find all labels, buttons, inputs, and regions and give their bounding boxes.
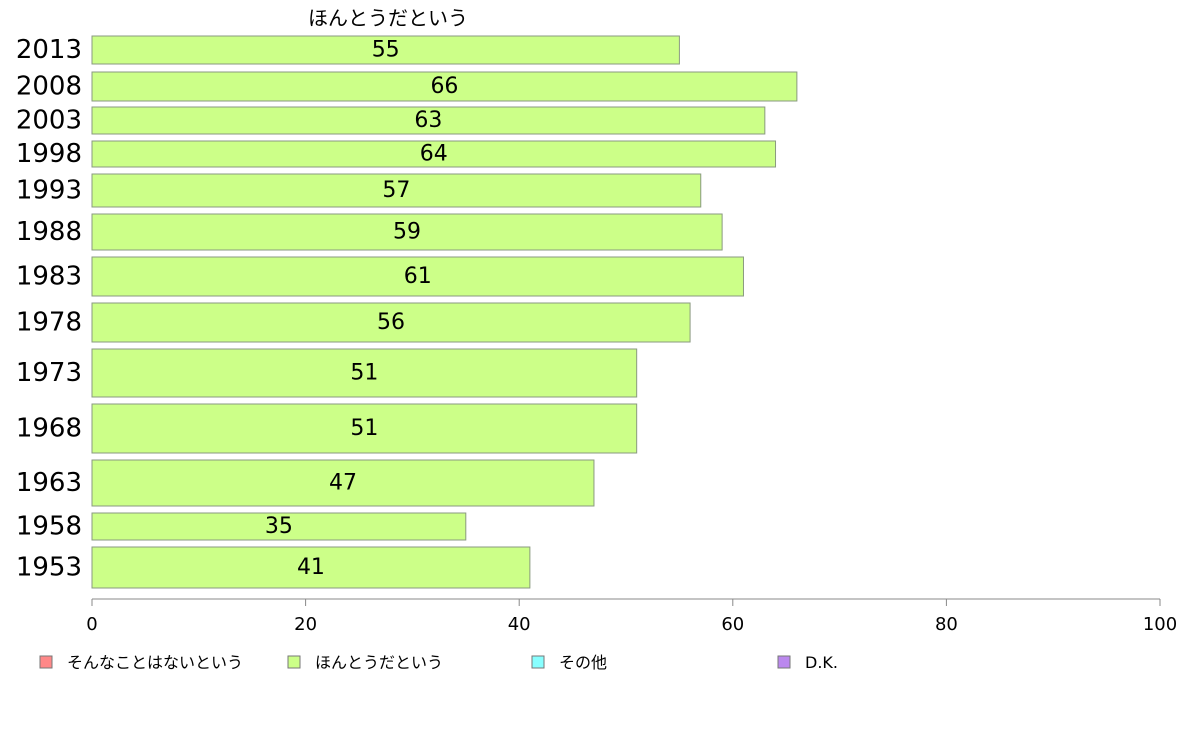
legend: そんなことはないという ほんとうだという その他 D.K. — [39, 653, 838, 672]
y-label-1958: 1958 — [16, 512, 82, 542]
data-label-1993: 57 — [382, 178, 410, 203]
y-label-1993: 1993 — [16, 176, 82, 206]
bar-1958 — [91, 512, 467, 541]
y-label-1983: 1983 — [16, 262, 82, 292]
y-label-2008: 2008 — [16, 72, 82, 102]
bar-1988 — [91, 213, 723, 251]
legend-swatch-0 — [39, 655, 53, 669]
x-tick-label-20: 20 — [294, 614, 317, 635]
bar-1963 — [91, 459, 595, 507]
data-label-2008: 66 — [430, 74, 458, 99]
bar-1998 — [91, 140, 777, 168]
legend-label-2: その他 — [559, 653, 607, 672]
data-label-2003: 63 — [414, 108, 442, 133]
x-tick-label-40: 40 — [508, 614, 531, 635]
legend-label-1: ほんとうだという — [315, 653, 443, 672]
bar-1983 — [91, 256, 744, 297]
data-label-1978: 56 — [377, 310, 405, 335]
bar-1973 — [91, 348, 638, 398]
y-label-1998: 1998 — [16, 139, 82, 169]
bar-2003 — [91, 106, 766, 135]
data-label-1983: 61 — [404, 264, 432, 289]
y-label-2013: 2013 — [16, 35, 82, 65]
legend-label-3: D.K. — [805, 653, 838, 672]
bar-1978 — [91, 302, 691, 343]
y-label-1968: 1968 — [16, 414, 82, 444]
legend-label-0: そんなことはないという — [67, 653, 243, 672]
bars-group — [91, 35, 798, 589]
x-tick-label-100: 100 — [1143, 614, 1177, 635]
y-label-2003: 2003 — [16, 106, 82, 136]
bar-2008 — [91, 71, 798, 102]
data-label-1963: 47 — [329, 471, 357, 496]
x-axis: 0 20 40 60 80 100 — [86, 598, 1177, 635]
bar-2013 — [91, 35, 680, 65]
data-label-1973: 51 — [350, 361, 378, 386]
data-label-1958: 35 — [265, 514, 293, 539]
y-label-1973: 1973 — [16, 358, 82, 388]
data-label-1988: 59 — [393, 220, 421, 245]
legend-swatch-1 — [287, 655, 301, 669]
x-tick-label-80: 80 — [935, 614, 958, 635]
bar-1968 — [91, 403, 638, 454]
data-label-1968: 51 — [350, 416, 378, 441]
y-label-1963: 1963 — [16, 468, 82, 498]
bar-1993 — [91, 173, 702, 208]
legend-swatch-3 — [777, 655, 791, 669]
data-label-2013: 55 — [372, 38, 400, 63]
x-tick-label-60: 60 — [721, 614, 744, 635]
y-label-1978: 1978 — [16, 308, 82, 338]
bar-1953 — [91, 546, 531, 589]
data-label-1953: 41 — [297, 555, 325, 580]
data-label-1998: 64 — [420, 142, 448, 167]
y-label-1988: 1988 — [16, 217, 82, 247]
x-tick-label-0: 0 — [86, 614, 97, 635]
chart-title: ほんとうだという — [308, 6, 468, 30]
y-label-1953: 1953 — [16, 553, 82, 583]
legend-swatch-2 — [531, 655, 545, 669]
